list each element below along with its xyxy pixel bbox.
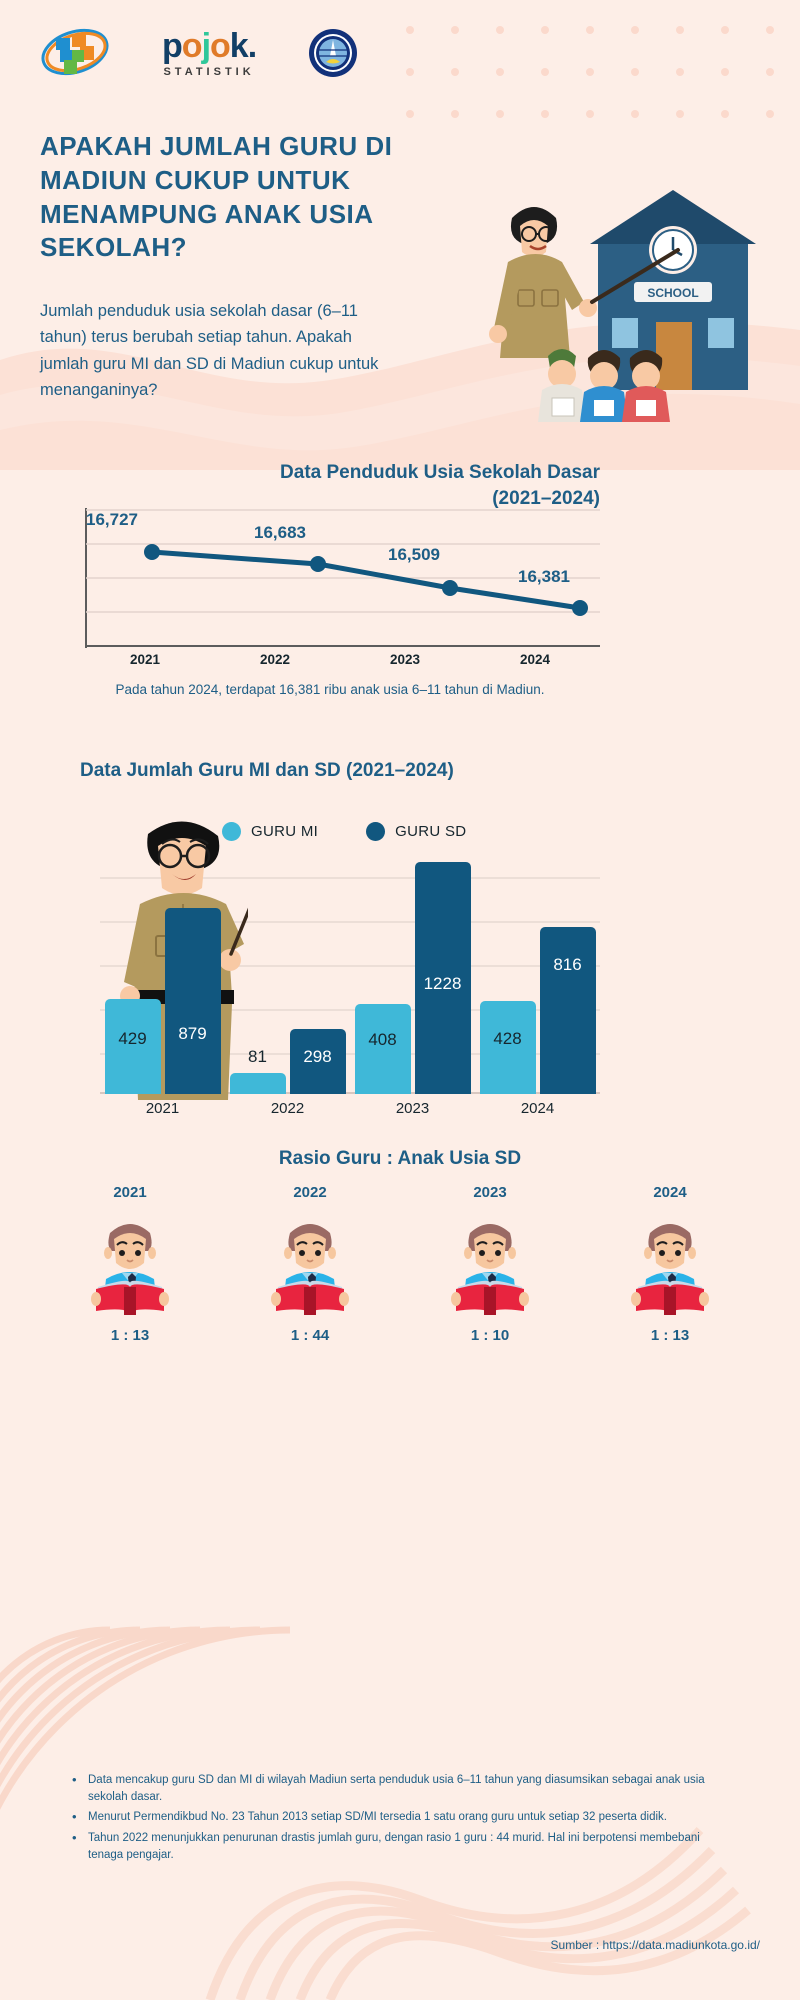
pojok-letter-k: k. (229, 26, 257, 65)
note-item: Menurut Permendikbud No. 23 Tahun 2013 s… (70, 1808, 710, 1826)
line-x-label-2021: 2021 (129, 652, 161, 667)
bar-value-mi-2024: 428 (493, 1029, 522, 1049)
note-item: Tahun 2022 menunjukkan penurunan drastis… (70, 1829, 710, 1863)
bar-mi-2024: 428 (479, 1001, 536, 1094)
bar-mi-2022: 81 (229, 1047, 286, 1094)
bar-x-label-2023: 2023 (395, 1100, 430, 1117)
bar-x-label-2024: 2024 (520, 1100, 555, 1117)
line-point-label-2023: 16,509 (388, 545, 440, 564)
pojok-subtitle: STATISTIK (163, 65, 255, 78)
line-chart-caption: Pada tahun 2024, terdapat 16,381 ribu an… (115, 682, 545, 697)
pojok-letter-j: j (201, 26, 212, 65)
teacher-and-students-illustration: SCHOOL (489, 190, 756, 422)
line-x-label-2023: 2023 (389, 652, 421, 667)
bar-group-2022: 81 298 (225, 862, 350, 1094)
reading-student-icon (271, 1224, 349, 1315)
bar-sd-2023: 1228 (414, 862, 471, 1094)
line-x-label-2024: 2024 (519, 652, 551, 667)
bar-sd-2021: 879 (164, 908, 221, 1094)
line-chart-title: Data Penduduk Usia Sekolah Dasar (2021–2… (280, 462, 600, 509)
bar-chart-bars: 429 879 81 298 408 1228 428 816 (100, 862, 600, 1094)
bar-value-sd-2022: 298 (303, 1047, 332, 1067)
pojok-letter-p: p (162, 26, 183, 65)
bar-value-sd-2023: 1228 (423, 974, 462, 993)
legend-item-guru-sd: GURU SD (366, 822, 466, 841)
ratio-year-2022: 2022 (293, 1184, 327, 1201)
notes-list: Data mencakup guru SD dan MI di wilayah … (70, 1771, 710, 1867)
legend-dot-guru-sd (366, 822, 386, 841)
unipma-logo-icon (309, 29, 358, 77)
pojok-statistik-logo: pojok. STATISTIK (162, 26, 257, 78)
line-chart-x-axis: 2021 2022 2023 2024 (80, 652, 600, 667)
legend-label-guru-mi: GURU MI (251, 823, 319, 840)
pojok-letter-o2: o (210, 26, 231, 65)
ratio-value-2024: 1 : 13 (650, 1327, 690, 1344)
ratio-cell-2023: 2023 1 : (400, 1184, 580, 1344)
bar-group-2024: 428 816 (475, 862, 600, 1094)
line-x-label-2022: 2022 (259, 652, 291, 667)
page-title: APAKAH JUMLAH GURU DI MADIUN CUKUP UNTUK… (40, 131, 393, 263)
bar-value-mi-2021: 429 (118, 1028, 147, 1048)
bar-group-2021: 429 879 (100, 862, 225, 1094)
bar-x-label-2021: 2021 (145, 1100, 180, 1117)
ratio-cell-2024: 2024 1 : (580, 1184, 760, 1344)
line-point-label-2021: 16,727 (86, 510, 138, 529)
bar-sd-2022: 298 (289, 1029, 346, 1094)
line-point-label-2022: 16,683 (254, 523, 306, 542)
reading-student-icon (451, 1224, 529, 1315)
bar-value-mi-2022: 81 (248, 1047, 267, 1067)
bar-chart-x-axis: 2021 2022 2023 2024 (100, 1100, 600, 1117)
ratio-value-2023: 1 : 10 (470, 1327, 510, 1344)
line-chart (85, 508, 600, 648)
bar-group-2023: 408 1228 (350, 862, 475, 1094)
ratio-year-2023: 2023 (473, 1184, 507, 1201)
bar-value-mi-2023: 408 (368, 1029, 397, 1049)
pojok-letter-o1: o (181, 26, 203, 65)
source-label: Sumber : https://data.madiunkota.go.id/ (550, 1938, 760, 1952)
bar-value-sd-2021: 879 (178, 1024, 207, 1044)
ratio-cell-2021: 2021 1 : (40, 1184, 220, 1344)
legend-label-guru-sd: GURU SD (395, 823, 467, 840)
ratio-year-2021: 2021 (113, 1184, 147, 1201)
reading-student-icon (91, 1224, 169, 1315)
ratio-value-2021: 1 : 13 (110, 1327, 150, 1344)
bps-logo-icon (41, 28, 109, 76)
line-point-label-2024: 16,381 (518, 567, 570, 586)
ratio-row: 2021 1 : (40, 1184, 760, 1344)
bar-chart-legend: GURU MI GURU SD (222, 822, 466, 841)
ratio-section-title: Rasio Guru : Anak Usia SD (278, 1148, 522, 1169)
bar-chart-title: Data Jumlah Guru MI dan SD (2021–2024) (80, 760, 454, 781)
note-item: Data mencakup guru SD dan MI di wilayah … (70, 1771, 710, 1805)
ratio-cell-2022: 2022 1 : (220, 1184, 400, 1344)
bar-x-label-2022: 2022 (270, 1100, 305, 1117)
reading-student-icon (631, 1224, 709, 1315)
svg-text:SCHOOL: SCHOOL (647, 286, 698, 300)
page-subtitle: Jumlah penduduk usia sekolah dasar (6–11… (40, 302, 379, 400)
ratio-value-2022: 1 : 44 (290, 1327, 330, 1344)
legend-item-guru-mi: GURU MI (222, 822, 318, 841)
bar-sd-2024: 816 (539, 926, 596, 1094)
legend-dot-guru-mi (222, 822, 241, 841)
logo-row: pojok. STATISTIK (40, 22, 358, 84)
bar-mi-2021: 429 (104, 998, 161, 1094)
bar-mi-2023: 408 (354, 1003, 411, 1094)
ratio-year-2024: 2024 (653, 1184, 687, 1201)
bar-value-sd-2024: 816 (553, 954, 582, 974)
pojok-wordmark: pojok. (162, 26, 257, 65)
